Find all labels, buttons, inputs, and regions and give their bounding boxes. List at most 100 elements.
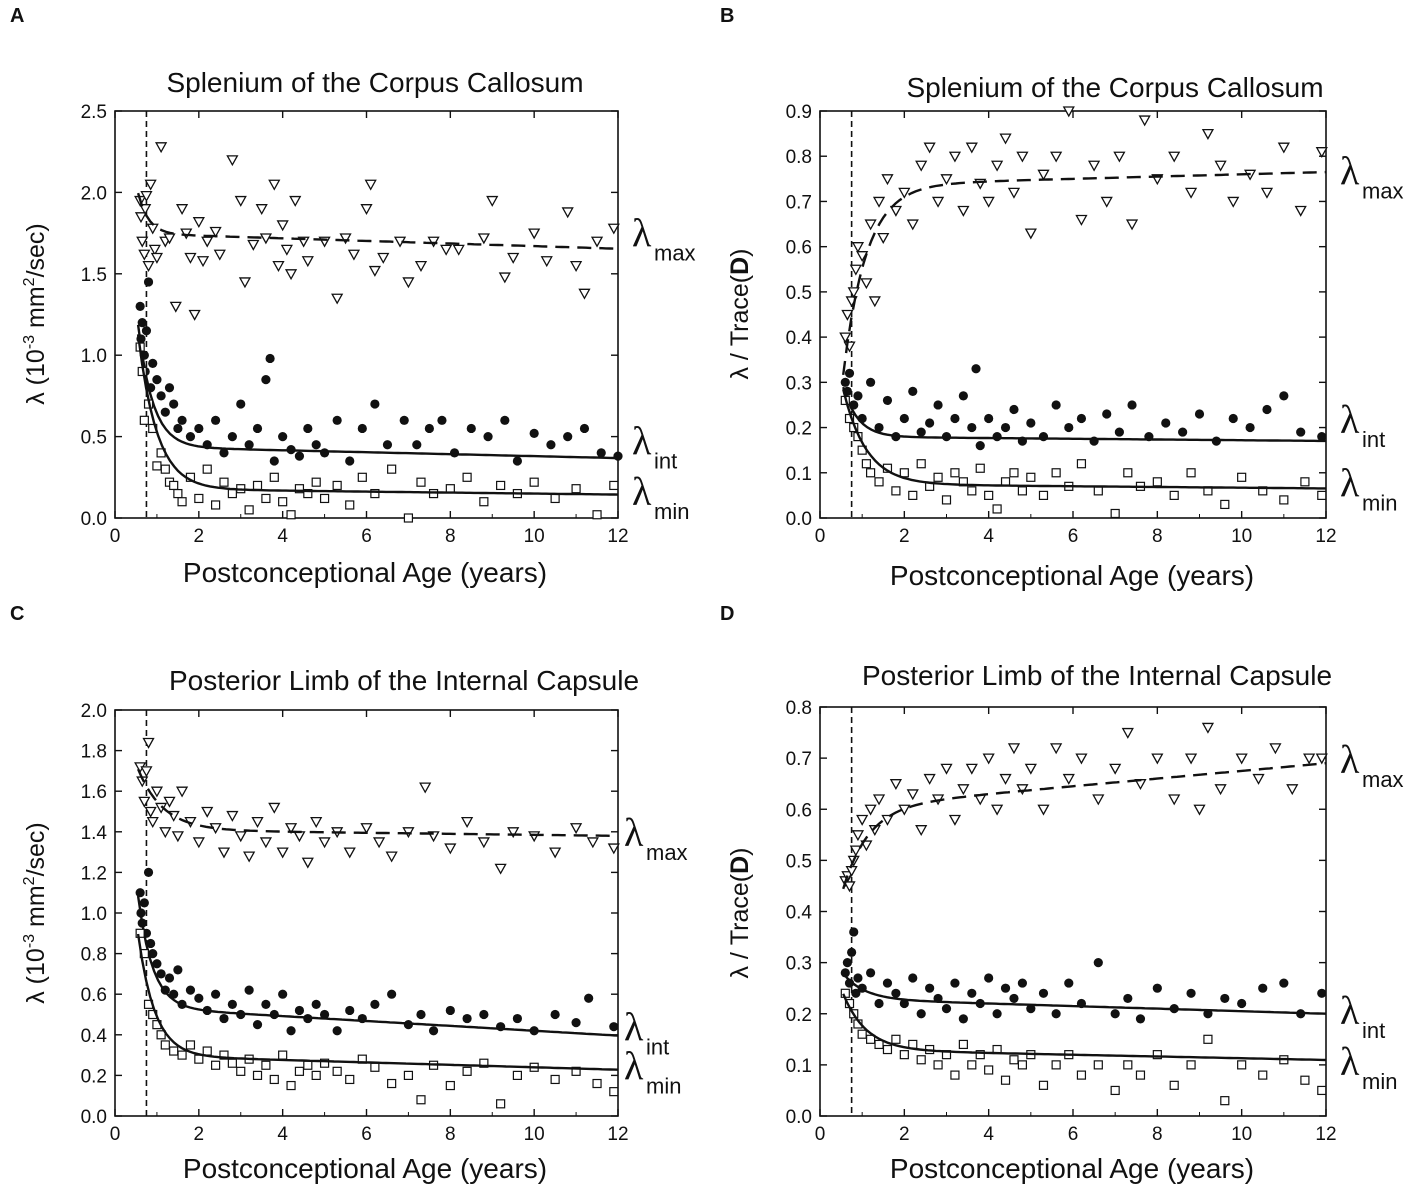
lambda-subscript-min: min — [1362, 1069, 1397, 1094]
data-point — [444, 843, 457, 855]
data-point — [226, 810, 239, 822]
y-tick-label: 0.1 — [786, 1056, 812, 1077]
data-point — [243, 851, 256, 863]
y-axis-label: λ (10-3 mm2/sec) — [21, 223, 50, 405]
data-point — [578, 288, 591, 300]
data-point — [152, 461, 162, 471]
data-point — [882, 395, 893, 406]
data-point — [842, 958, 853, 968]
data-point — [301, 256, 314, 268]
data-point — [881, 174, 894, 186]
fit-curve — [842, 386, 1326, 443]
data-point — [387, 989, 397, 999]
data-point — [1279, 495, 1289, 505]
data-point — [1009, 1055, 1019, 1065]
data-point — [1220, 499, 1230, 510]
data-point — [563, 432, 573, 442]
data-point — [1300, 1075, 1310, 1085]
chart-panel-b: B Splenium of the Corpus Callosum 0 2 4 6 8 10 1… — [720, 5, 1404, 591]
data-point — [874, 1039, 884, 1050]
data-point — [571, 484, 581, 494]
data-point — [345, 500, 355, 510]
data-point — [370, 399, 380, 409]
y-tick-label: 0.0 — [81, 509, 107, 530]
lambda-subscript-max: max — [1362, 767, 1404, 792]
data-point — [550, 1074, 560, 1085]
data-point — [143, 867, 154, 878]
data-point — [252, 480, 263, 491]
data-point — [319, 1009, 330, 1020]
data-point — [202, 464, 212, 474]
data-point — [466, 423, 476, 434]
data-point — [477, 233, 490, 245]
data-point — [1152, 983, 1162, 993]
data-point — [140, 191, 153, 202]
data-point — [590, 236, 604, 248]
data-point — [496, 1099, 506, 1109]
data-point — [916, 1009, 926, 1019]
data-point — [1214, 784, 1227, 796]
data-point — [278, 497, 288, 507]
data-point — [311, 440, 321, 450]
data-point — [192, 217, 205, 229]
fit-curve — [136, 192, 619, 250]
data-point — [546, 440, 556, 450]
data-point — [1203, 1009, 1213, 1019]
data-point — [171, 831, 184, 843]
y-tick-label: 0.5 — [786, 283, 812, 304]
data-point — [1168, 794, 1181, 806]
data-point — [269, 456, 279, 466]
data-point — [445, 1080, 455, 1091]
data-point — [252, 1070, 263, 1081]
data-point — [343, 847, 356, 859]
x-tick-label: 8 — [445, 1124, 456, 1145]
data-point — [882, 978, 893, 988]
data-point — [957, 205, 970, 217]
y-tick-label: 0.0 — [786, 1107, 812, 1128]
data-point — [507, 252, 520, 264]
lambda-label-int: λ — [1340, 397, 1360, 442]
x-tick-label: 8 — [1152, 526, 1163, 547]
data-point — [1113, 151, 1126, 163]
data-point — [1178, 427, 1188, 437]
data-point — [332, 480, 342, 491]
data-point — [1051, 468, 1061, 478]
data-point — [146, 938, 156, 949]
data-point — [265, 353, 275, 364]
data-point — [139, 898, 149, 908]
data-point — [303, 423, 313, 434]
data-point — [1286, 784, 1299, 796]
data-point — [1252, 773, 1265, 785]
data-point — [844, 978, 855, 988]
data-point — [1193, 804, 1206, 816]
x-tick-label: 10 — [524, 1124, 545, 1145]
data-point — [999, 133, 1012, 145]
data-point — [908, 386, 918, 396]
data-point — [1110, 508, 1120, 519]
data-point — [276, 220, 289, 232]
fit-curve — [842, 993, 1327, 1062]
data-point — [185, 985, 196, 995]
data-point — [173, 965, 183, 975]
data-point — [851, 830, 865, 842]
data-point — [1296, 427, 1306, 437]
data-point — [866, 968, 876, 978]
data-point — [462, 472, 472, 482]
data-point — [915, 825, 928, 837]
data-point — [175, 786, 189, 798]
data-point — [1277, 142, 1290, 154]
data-point — [925, 418, 935, 428]
chart-title: Splenium of the Corpus Callosum — [166, 67, 583, 98]
data-point — [137, 318, 147, 328]
data-point — [403, 1070, 414, 1081]
data-point — [138, 796, 151, 808]
data-point — [950, 468, 960, 478]
data-point — [1152, 1050, 1162, 1060]
data-point — [990, 160, 1004, 172]
data-point — [908, 490, 918, 500]
data-point — [984, 490, 994, 500]
data-point — [1315, 753, 1328, 765]
x-tick-label: 12 — [1315, 1124, 1336, 1145]
data-point — [387, 1078, 397, 1089]
data-point — [331, 293, 344, 305]
